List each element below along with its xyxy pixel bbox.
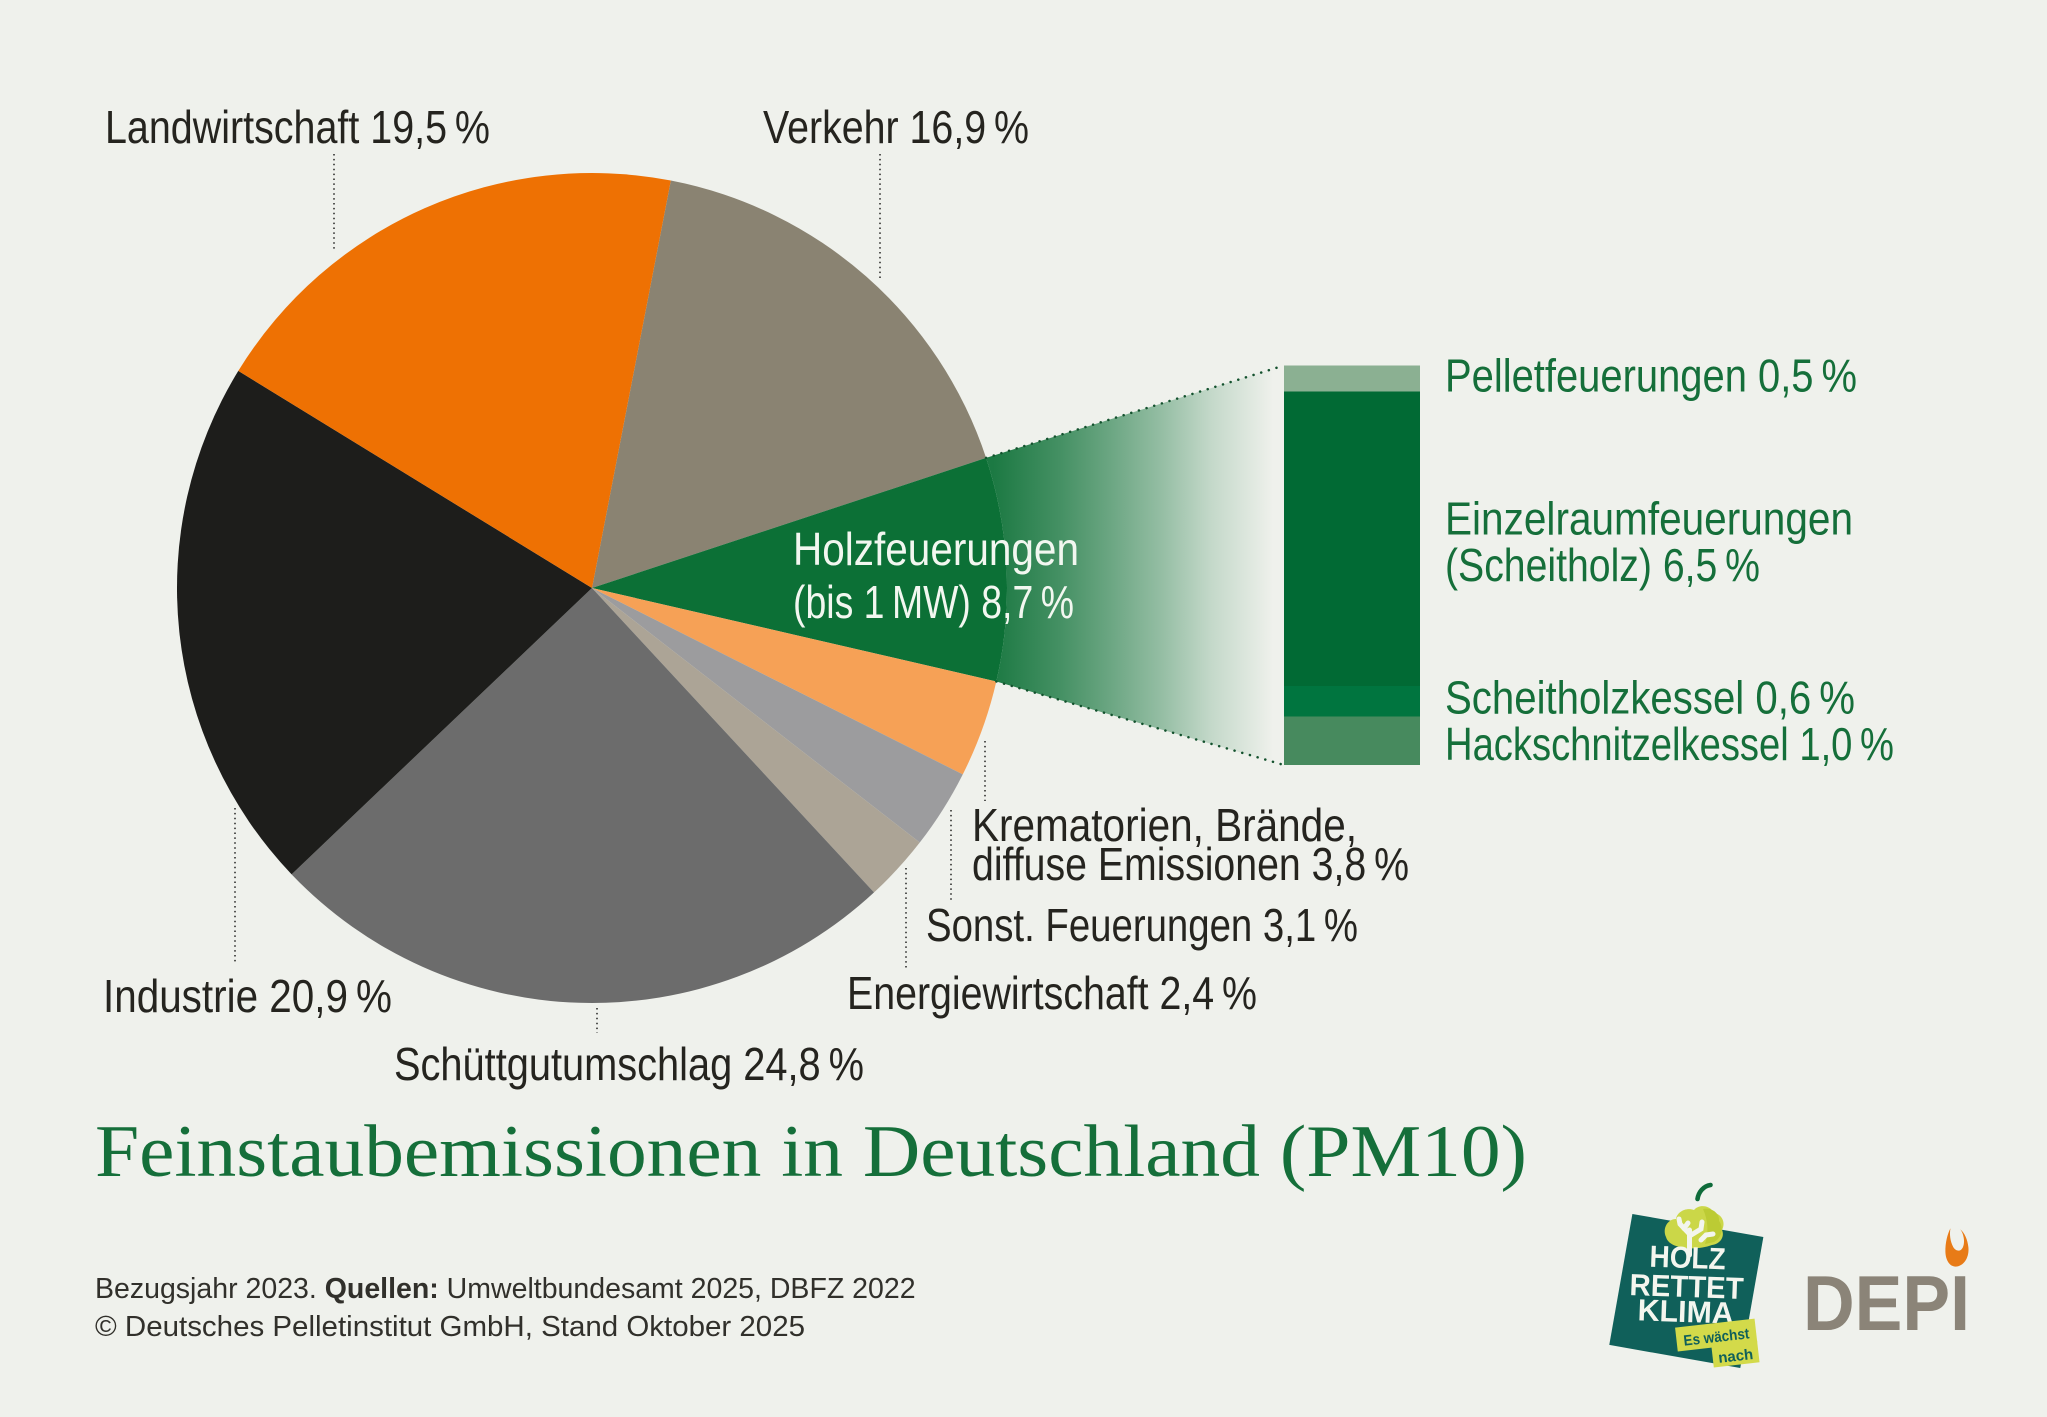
svg-text:(bis 1 MW) 8,7 %: (bis 1 MW) 8,7 % xyxy=(793,576,1074,628)
svg-text:Feinstaubemissionen in Deutsch: Feinstaubemissionen in Deutschland (PM10… xyxy=(95,1111,1527,1193)
svg-text:© Deutsches Pelletinstitut Gmb: © Deutsches Pelletinstitut GmbH, Stand O… xyxy=(95,1311,805,1343)
svg-text:nach: nach xyxy=(1717,1346,1754,1367)
svg-text:Krematorien, Brände,: Krematorien, Brände, xyxy=(972,799,1357,851)
svg-text:Pelletfeuerungen 0,5 %: Pelletfeuerungen 0,5 % xyxy=(1445,350,1857,402)
svg-text:Bezugsjahr 2023. Quellen: Umwe: Bezugsjahr 2023. Quellen: Umweltbundesam… xyxy=(95,1273,916,1305)
svg-text:Verkehr 16,9 %: Verkehr 16,9 % xyxy=(763,101,1029,153)
svg-text:Einzelraumfeuerungen: Einzelraumfeuerungen xyxy=(1445,493,1853,545)
svg-text:diffuse Emissionen 3,8 %: diffuse Emissionen 3,8 % xyxy=(972,838,1409,890)
svg-text:Scheitholzkessel 0,6 %: Scheitholzkessel 0,6 % xyxy=(1445,672,1855,724)
svg-text:DEPI: DEPI xyxy=(1803,1259,1970,1347)
svg-text:Industrie 20,9 %: Industrie 20,9 % xyxy=(103,970,392,1022)
svg-text:Landwirtschaft 19,5 %: Landwirtschaft 19,5 % xyxy=(105,101,490,153)
svg-text:Hackschnitzelkessel 1,0 %: Hackschnitzelkessel 1,0 % xyxy=(1445,718,1894,770)
svg-text:Schüttgutumschlag 24,8 %: Schüttgutumschlag 24,8 % xyxy=(394,1038,864,1090)
svg-text:(Scheitholz) 6,5 %: (Scheitholz) 6,5 % xyxy=(1445,539,1760,591)
svg-text:Holzfeuerungen: Holzfeuerungen xyxy=(793,523,1079,575)
svg-text:RETTET: RETTET xyxy=(1629,1268,1744,1306)
svg-text:Energiewirtschaft 2,4 %: Energiewirtschaft 2,4 % xyxy=(847,967,1257,1019)
svg-text:HOLZ: HOLZ xyxy=(1649,1240,1726,1277)
svg-text:Sonst. Feuerungen 3,1 %: Sonst. Feuerungen 3,1 % xyxy=(926,899,1358,951)
